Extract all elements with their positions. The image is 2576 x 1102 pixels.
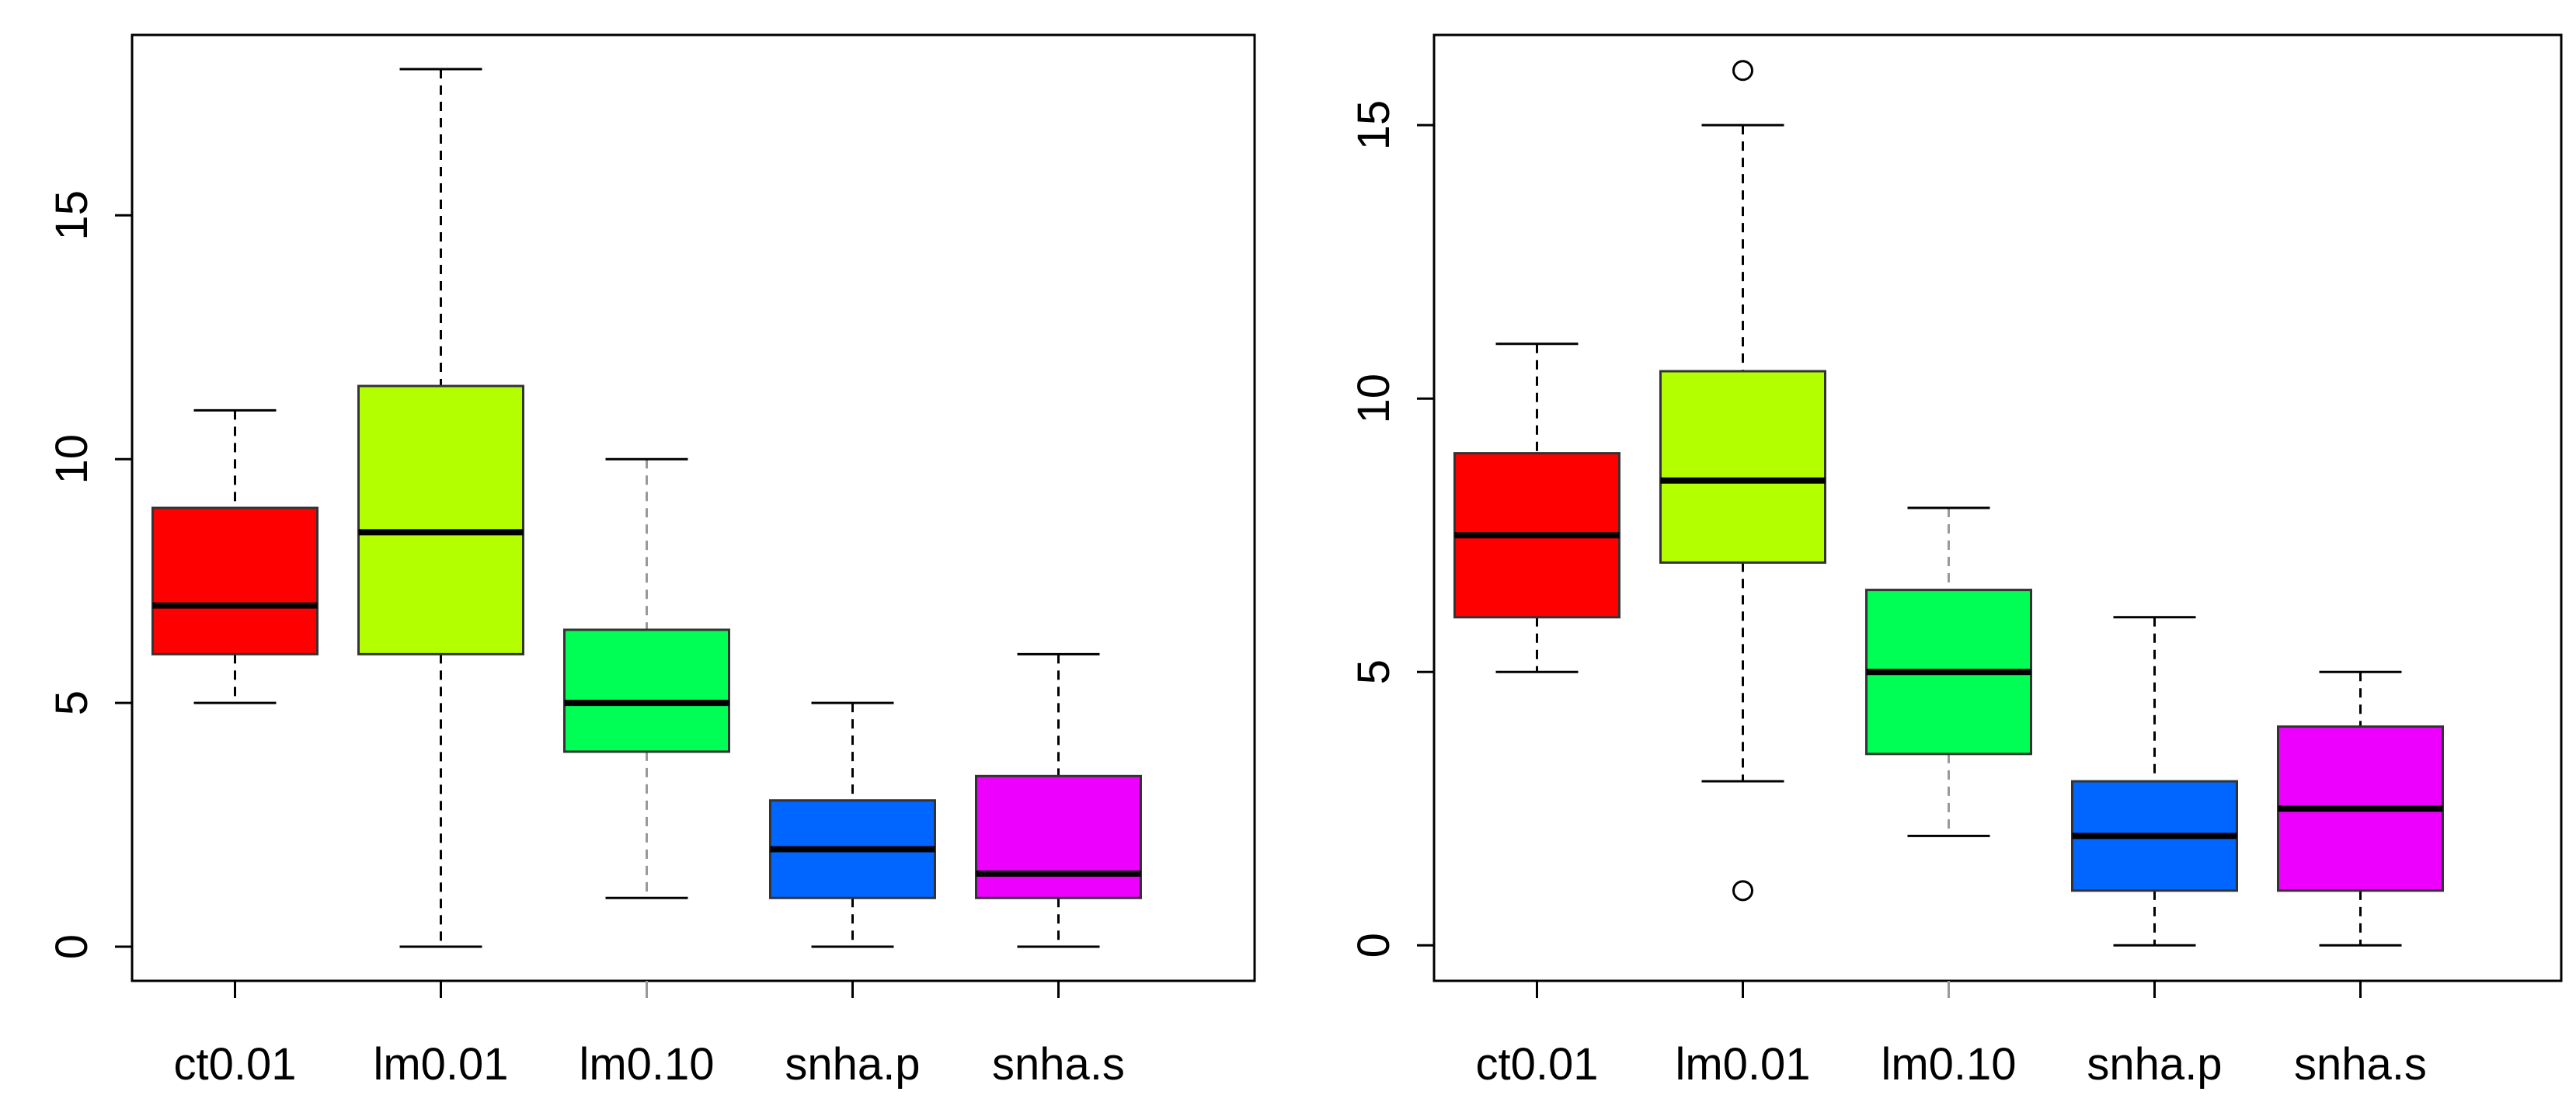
right-x-tick-label: snha.s <box>2294 1039 2427 1090</box>
left-box-snha.s <box>975 652 1142 948</box>
right-x-tick-label: ct0.01 <box>1476 1039 1599 1090</box>
right-x-tick-label: lm0.10 <box>1881 1039 2016 1090</box>
left-box-snha.p <box>769 701 936 948</box>
left-x-tick-label: lm0.10 <box>579 1039 714 1090</box>
left-x-tick-label: snha.p <box>785 1039 920 1090</box>
left-y-tick-label: 5 <box>47 690 97 715</box>
right-y-tick-label: 5 <box>1349 659 1399 684</box>
left-y-tick-label: 15 <box>47 190 97 241</box>
left-box-ct0.01 <box>151 408 319 704</box>
left-plot-frame <box>131 33 1256 982</box>
right-y-tick-label: 15 <box>1349 100 1399 151</box>
right-box-snha.s <box>2277 670 2444 947</box>
left-x-tick-label: snha.s <box>992 1039 1125 1090</box>
right-y-tick-label: 10 <box>1349 374 1399 424</box>
iqr-box <box>563 628 730 753</box>
right-y-tick-label: 0 <box>1349 933 1399 958</box>
left-x-tick-label: ct0.01 <box>174 1039 297 1090</box>
left-y-tick-label: 0 <box>47 934 97 959</box>
right-box-snha.p <box>2071 616 2238 947</box>
iqr-box <box>151 506 319 655</box>
outlier-point <box>1732 60 1753 82</box>
right-x-tick-label: snha.p <box>2087 1039 2222 1090</box>
right-box-ct0.01 <box>1453 342 1620 673</box>
iqr-box <box>975 774 1142 899</box>
outlier-point <box>1732 880 1753 902</box>
left-box-lm0.10 <box>563 457 730 899</box>
right-plot-frame <box>1432 33 2563 982</box>
chart-panel-right: 0 5 10 15 ct0.01 lm0.01 lm0.10 snha.p snha.s <box>1349 33 2563 1090</box>
right-x-tick-label: lm0.01 <box>1675 1039 1810 1090</box>
right-box-lm0.01 <box>1659 60 1826 902</box>
left-box-lm0.01 <box>357 68 524 948</box>
left-x-tick-label: lm0.01 <box>373 1039 508 1090</box>
iqr-box <box>1659 370 1826 564</box>
chart-panel-left: 0 5 10 15 ct0.01 lm0.01 lm0.10 snha.p snha.s <box>47 33 1256 1090</box>
left-y-tick-label: 10 <box>47 434 97 485</box>
iqr-box <box>357 384 524 655</box>
right-box-lm0.10 <box>1865 506 2032 837</box>
